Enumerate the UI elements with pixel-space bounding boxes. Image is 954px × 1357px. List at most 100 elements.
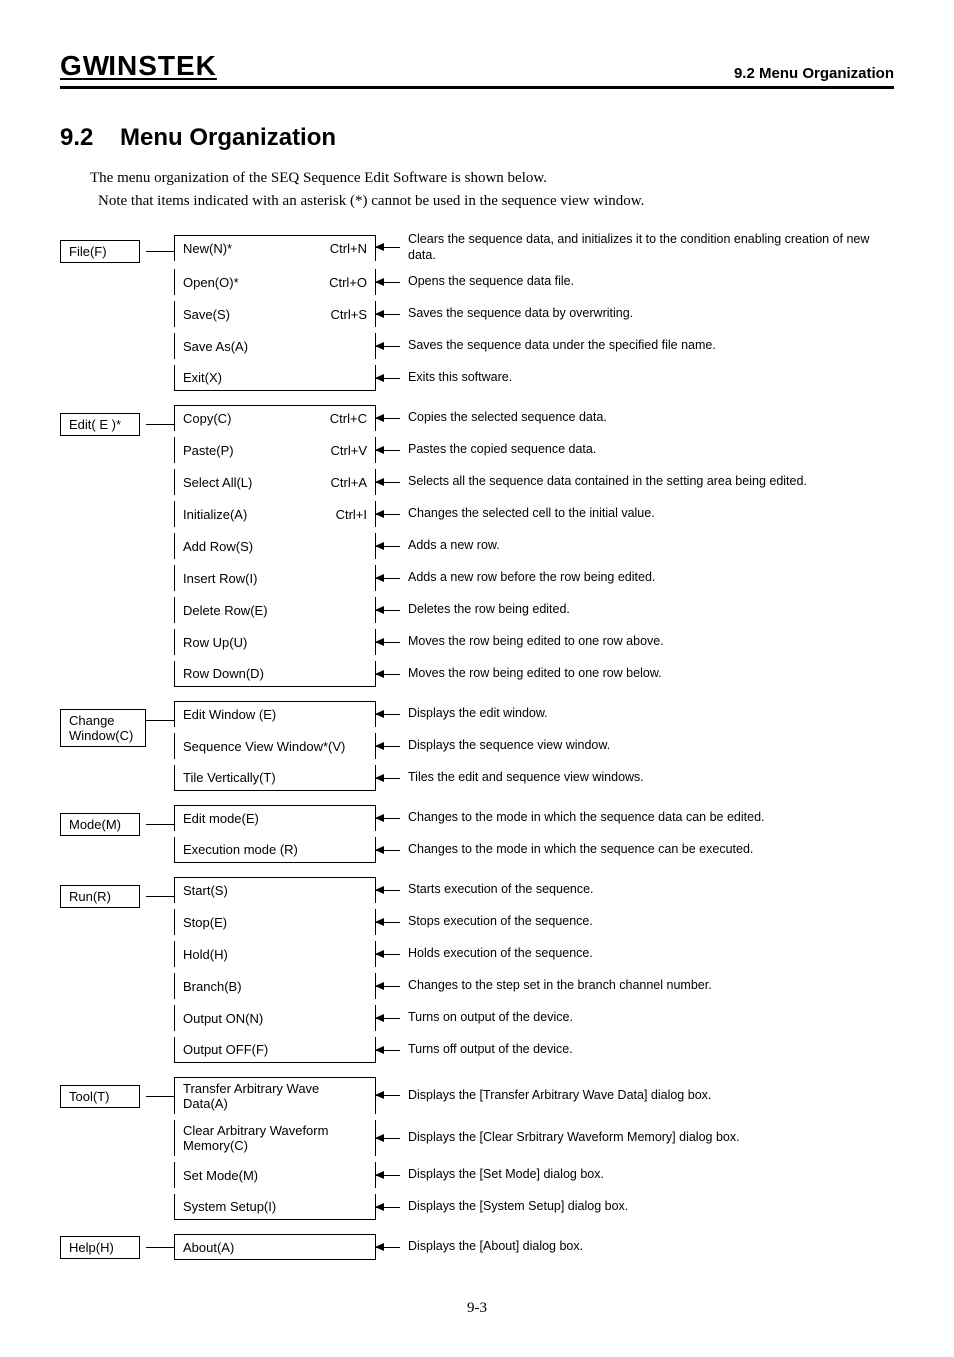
arrow-connector: [376, 1247, 400, 1248]
menu-item-shortcut: Ctrl+O: [329, 275, 367, 290]
arrow-connector: [376, 890, 400, 891]
menu-item-description: Adds a new row before the row being edit…: [400, 570, 894, 586]
menu-diagram: File(F)New(N)*Ctrl+NClears the sequence …: [60, 232, 894, 1260]
arrow-connector: [376, 482, 400, 483]
connector-line: [146, 824, 174, 825]
menu-item-row: Start(S)Starts execution of the sequence…: [174, 877, 894, 903]
arrow-connector: [376, 418, 400, 419]
menu-item-row: Open(O)*Ctrl+OOpens the sequence data fi…: [174, 269, 894, 295]
menu-item-description: Selects all the sequence data contained …: [400, 474, 894, 490]
header-section-label: 9.2 Menu Organization: [734, 65, 894, 82]
menu-item-name: Insert Row(I): [183, 571, 257, 586]
arrow-connector: [376, 546, 400, 547]
menu-item-shortcut: Ctrl+I: [336, 507, 367, 522]
arrow-connector: [376, 850, 400, 851]
menu-item-row: Exit(X)Exits this software.: [174, 365, 894, 391]
arrow-connector: [376, 922, 400, 923]
menu-item: Output ON(N): [174, 1005, 376, 1031]
menu-item-description: Changes to the mode in which the sequenc…: [400, 842, 894, 858]
menu-item-description: Opens the sequence data file.: [400, 274, 894, 290]
menu-item-name: Edit Window (E): [183, 707, 276, 722]
menu-item: Initialize(A)Ctrl+I: [174, 501, 376, 527]
menu-item: Transfer Arbitrary Wave Data(A): [174, 1077, 376, 1114]
menu-item-description: Adds a new row.: [400, 538, 894, 554]
intro-text: The menu organization of the SEQ Sequenc…: [60, 170, 894, 210]
menu-item-row: Hold(H)Holds execution of the sequence.: [174, 941, 894, 967]
menu-item-row: Copy(C)Ctrl+CCopies the selected sequenc…: [174, 405, 894, 431]
menu-item-shortcut: Ctrl+C: [330, 411, 367, 426]
menu-item: Save(S)Ctrl+S: [174, 301, 376, 327]
menu-item-name: Stop(E): [183, 915, 227, 930]
arrow-connector: [376, 450, 400, 451]
brand-logo: GWINSTEK: [60, 50, 217, 82]
menu-item-name: Row Up(U): [183, 635, 247, 650]
menu-item: New(N)*Ctrl+N: [174, 235, 376, 261]
menu-item-description: Stops execution of the sequence.: [400, 914, 894, 930]
menu-item-name: Sequence View Window*(V): [183, 739, 345, 754]
menu-item-row: New(N)*Ctrl+N Clears the sequence data, a…: [174, 232, 894, 263]
menu-item-description: Displays the [Transfer Arbitrary Wave Da…: [400, 1088, 894, 1104]
menu-item-row: Tile Vertically(T)Tiles the edit and seq…: [174, 765, 894, 791]
menu-label: Edit( E )*: [60, 413, 140, 436]
menu-item: Save As(A): [174, 333, 376, 359]
menu-item-row: Row Down(D)Moves the row being edited to…: [174, 661, 894, 687]
menu-item-description: Saves the sequence data by overwriting.: [400, 306, 894, 322]
menu-item-description: Changes to the mode in which the sequenc…: [400, 810, 894, 826]
menu-item-name: Save(S): [183, 307, 230, 322]
arrow-connector: [376, 247, 400, 248]
menu-item: Exit(X): [174, 365, 376, 391]
menu-item: Branch(B): [174, 973, 376, 999]
menu-item: Set Mode(M): [174, 1162, 376, 1188]
menu-item-name: Branch(B): [183, 979, 242, 994]
menu-item-description: Clears the sequence data, and initialize…: [400, 232, 894, 263]
arrow-connector: [376, 1175, 400, 1176]
menu-item-row: Output ON(N)Turns on output of the devic…: [174, 1005, 894, 1031]
menu-item-name: Clear Arbitrary Waveform Memory(C): [183, 1123, 367, 1153]
menu-item-shortcut: Ctrl+A: [331, 475, 367, 490]
menu-item-row: Insert Row(I) Adds a new row before the r…: [174, 565, 894, 591]
menu-item-row: Clear Arbitrary Waveform Memory(C)Displa…: [174, 1120, 894, 1156]
section-number: 9.2: [60, 124, 93, 151]
arrow-connector: [376, 610, 400, 611]
menu-item-row: Output OFF(F)Turns off output of the dev…: [174, 1037, 894, 1063]
menu-item-description: Moves the row being edited to one row ab…: [400, 634, 894, 650]
menu-item: Execution mode (R): [174, 837, 376, 863]
arrow-connector: [376, 346, 400, 347]
menu-item: Clear Arbitrary Waveform Memory(C): [174, 1120, 376, 1156]
arrow-connector: [376, 986, 400, 987]
menu-item-description: Copies the selected sequence data.: [400, 410, 894, 426]
arrow-connector: [376, 714, 400, 715]
menu-group: Mode(M)Edit mode(E)Changes to the mode i…: [60, 805, 894, 863]
menu-item-row: Initialize(A)Ctrl+IChanges the selected …: [174, 501, 894, 527]
menu-item-row: Add Row(S)Adds a new row.: [174, 533, 894, 559]
menu-item-name: Save As(A): [183, 339, 248, 354]
menu-item-description: Deletes the row being edited.: [400, 602, 894, 618]
menu-item: Hold(H): [174, 941, 376, 967]
menu-item: Start(S): [174, 877, 376, 903]
menu-label: Tool(T): [60, 1085, 140, 1108]
arrow-connector: [376, 378, 400, 379]
arrow-connector: [376, 1138, 400, 1139]
menu-item-row: Execution mode (R) Changes to the mode in…: [174, 837, 894, 863]
menu-item: System Setup(I): [174, 1194, 376, 1220]
menu-item-name: About(A): [183, 1240, 234, 1255]
menu-item-name: Transfer Arbitrary Wave Data(A): [183, 1081, 367, 1111]
menu-item: Edit Window (E): [174, 701, 376, 727]
menu-item-shortcut: Ctrl+N: [330, 241, 367, 256]
menu-item-description: Saves the sequence data under the specif…: [400, 338, 894, 354]
arrow-connector: [376, 954, 400, 955]
connector-line: [146, 896, 174, 897]
menu-item-name: Select All(L): [183, 475, 252, 490]
arrow-connector: [376, 1207, 400, 1208]
arrow-connector: [376, 674, 400, 675]
menu-item-shortcut: Ctrl+V: [331, 443, 367, 458]
menu-item-name: Tile Vertically(T): [183, 770, 276, 785]
arrow-connector: [376, 578, 400, 579]
arrow-connector: [376, 1050, 400, 1051]
menu-group: Edit( E )* Copy(C)Ctrl+CCopies the select…: [60, 405, 894, 687]
menu-item-name: Execution mode (R): [183, 842, 298, 857]
section-title: 9.2 Menu Organization: [60, 124, 894, 152]
page-number: 9-3: [60, 1300, 894, 1317]
menu-item-row: Delete Row(E)Deletes the row being edite…: [174, 597, 894, 623]
arrow-connector: [376, 778, 400, 779]
